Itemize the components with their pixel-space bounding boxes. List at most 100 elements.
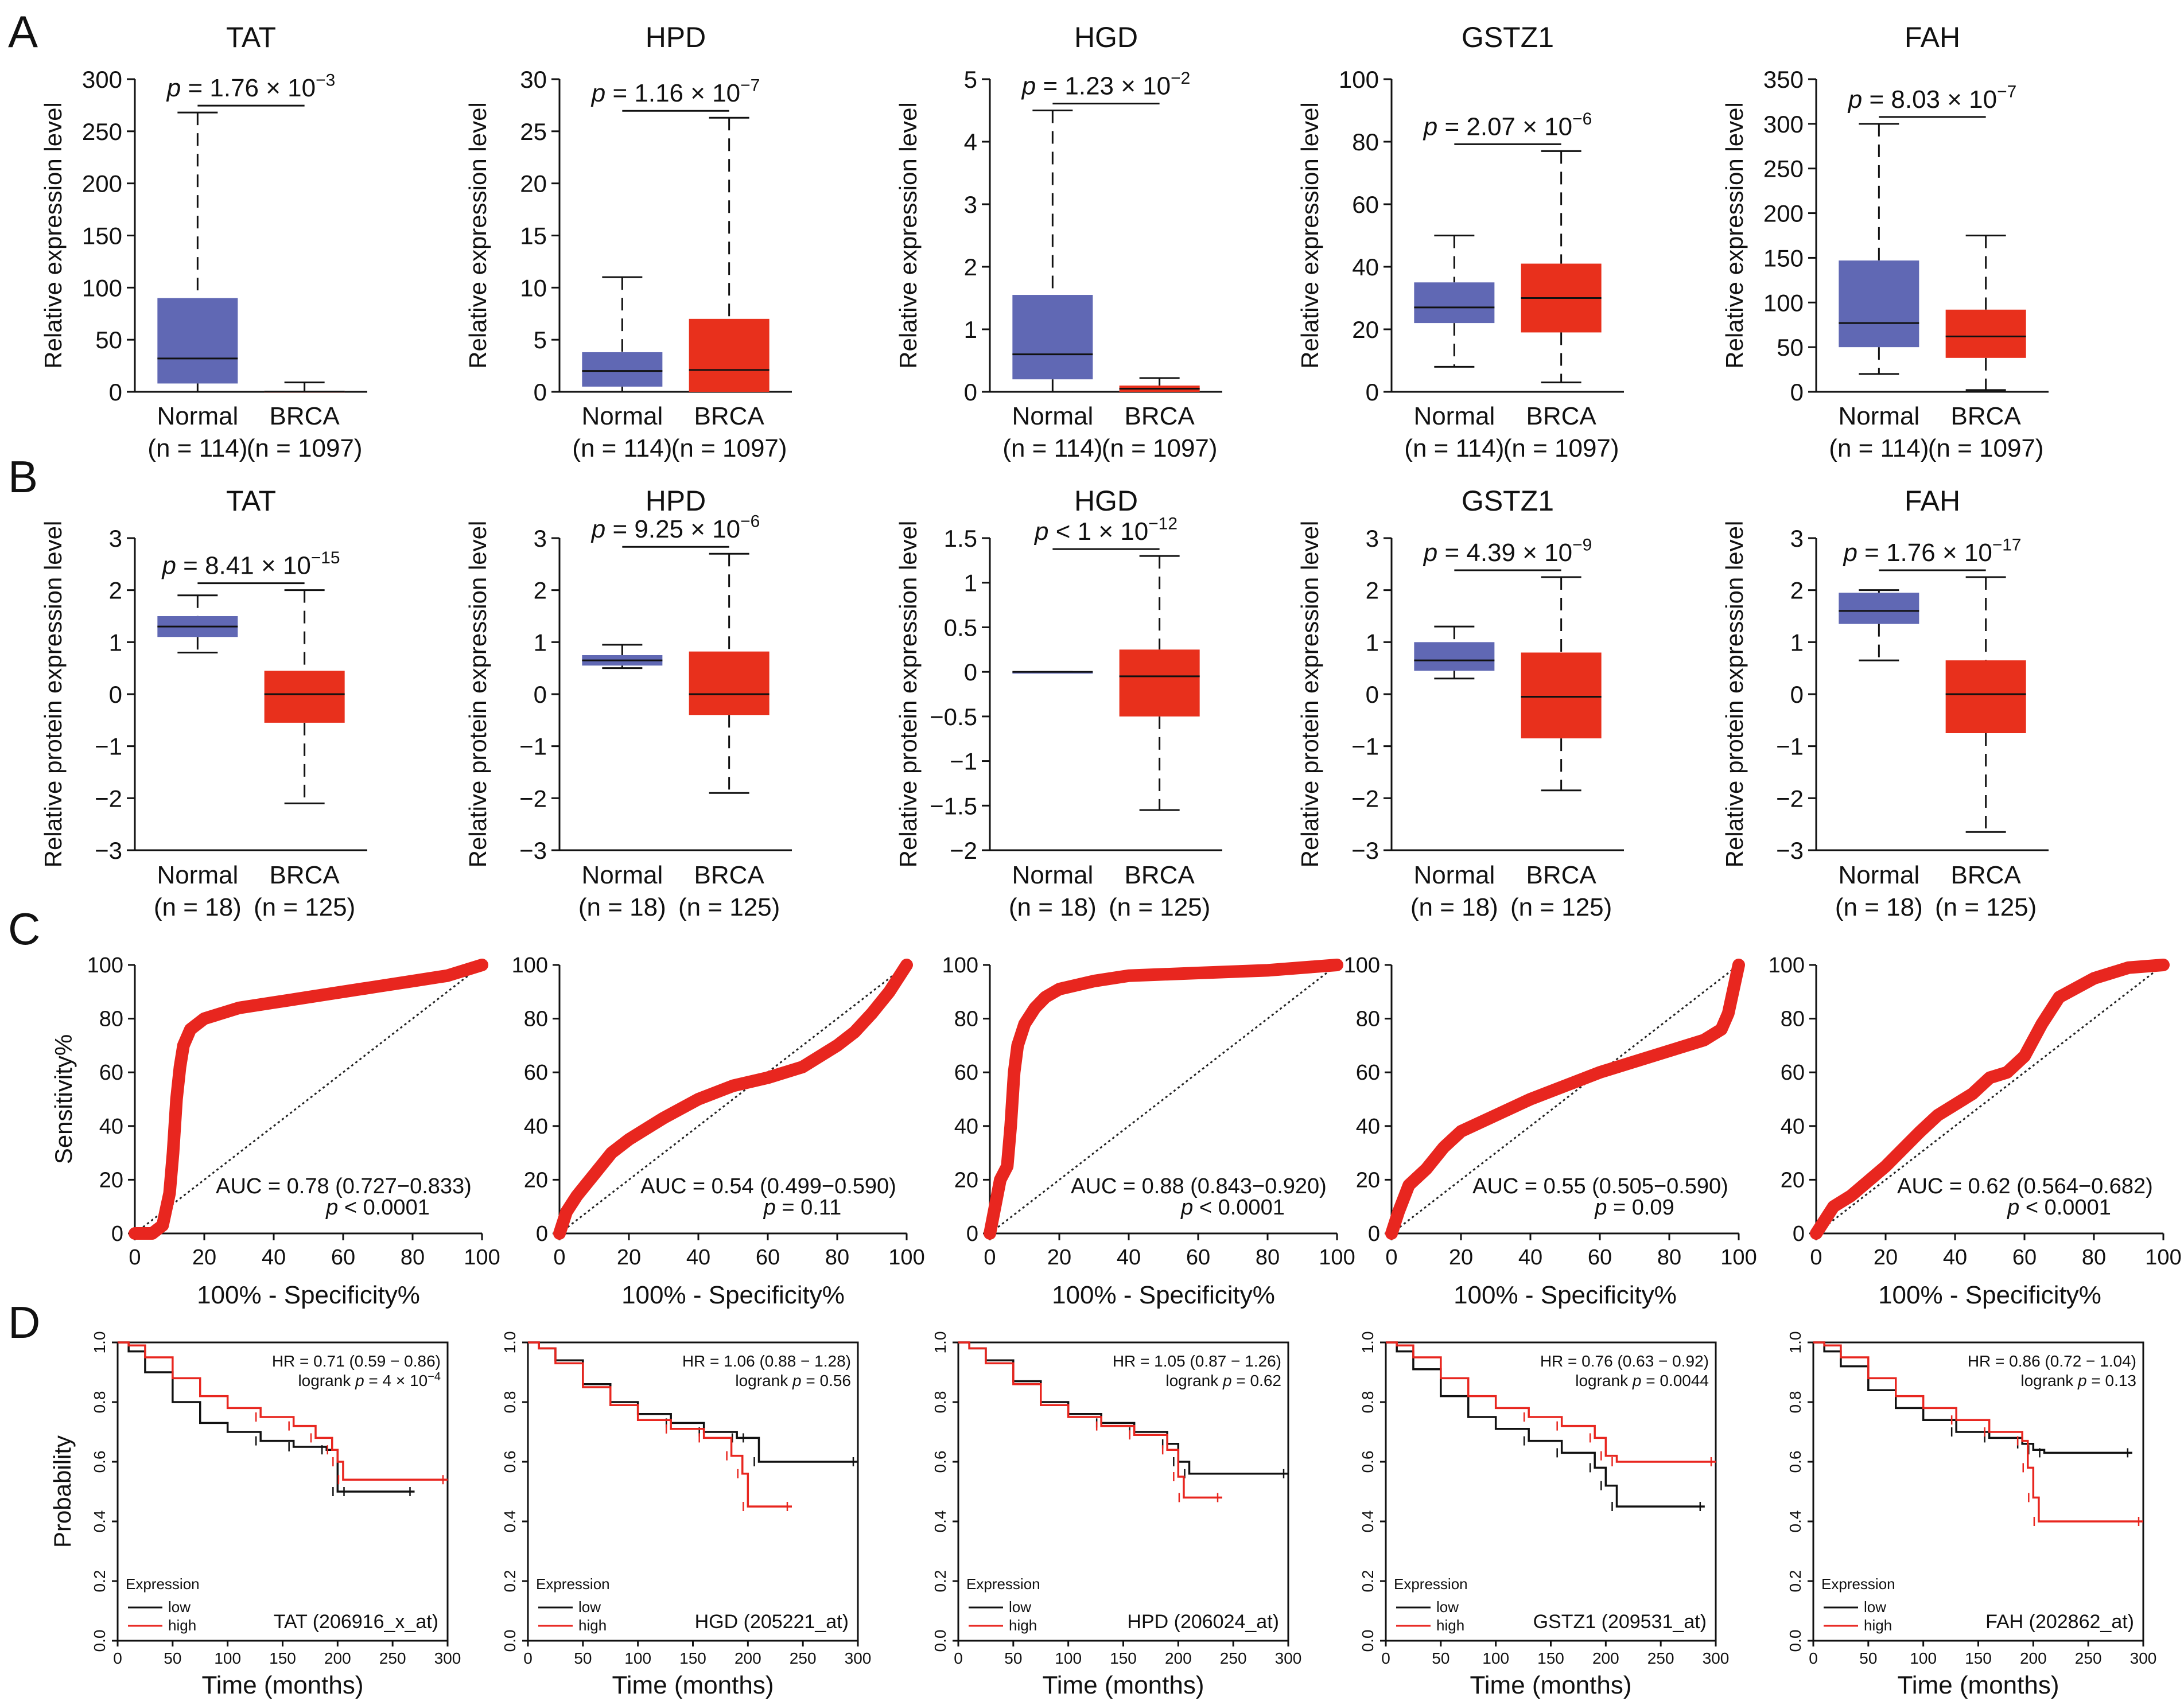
chart-title: GSTZ1 [1462, 21, 1554, 53]
y-tick-label: 0.6 [931, 1451, 949, 1473]
x-axis-label: 100% - Specificity% [1454, 1281, 1677, 1309]
y-tick-label: 0.8 [1786, 1391, 1804, 1414]
group-label: BRCA [694, 861, 765, 889]
group-label: Normal [1838, 861, 1919, 889]
y-tick-label: 60 [99, 1061, 123, 1085]
x-tick-label: 50 [1004, 1649, 1022, 1667]
y-tick-label: −3 [519, 837, 547, 864]
y-tick-label: 2 [1366, 577, 1379, 604]
box-brca [1119, 649, 1200, 717]
roc-p-value: p < 0.0001 [2007, 1196, 2111, 1220]
legend-label-low: low [168, 1598, 191, 1616]
box-normal [1839, 593, 1919, 624]
y-tick-label: −0.5 [930, 703, 977, 730]
y-axis-label: Relative expression level [895, 102, 922, 369]
group-label: Normal [1012, 402, 1093, 430]
group-n: (n = 18) [1410, 893, 1498, 921]
y-tick-label: 100 [1344, 953, 1380, 978]
y-tick-label: −3 [1351, 837, 1379, 864]
y-tick-label: 20 [520, 170, 547, 197]
y-tick-label: 100 [942, 953, 978, 978]
y-tick-label: 0 [1790, 379, 1804, 406]
y-tick-label: 0 [1368, 1222, 1380, 1246]
roc-chart-2: 0 20 40 60 80 100 0 20 40 60 80 100 AUC = 0.54 (0.49… [512, 953, 925, 1309]
reference-diagonal [559, 964, 907, 1235]
logrank-p: logrank p = 0.0044 [1575, 1372, 1709, 1389]
chart-title: TAT [226, 485, 276, 517]
y-tick-label: 2 [964, 254, 977, 281]
x-tick-label: 50 [1859, 1649, 1877, 1667]
x-tick-label: 0 [1381, 1649, 1390, 1667]
legend-title: Expression [1821, 1575, 1895, 1593]
y-axis-label: Relative protein expression level [1296, 521, 1323, 868]
group-label: Normal [1413, 861, 1495, 889]
hazard-ratio: HR = 0.86 (0.72 − 1.04) [1968, 1352, 2136, 1370]
p-value: p = 8.03 × 10−7 [1847, 82, 2016, 113]
auc-label: AUC = 0.55 (0.505−0.590) [1472, 1174, 1728, 1198]
y-axis-label: Relative protein expression level [40, 521, 67, 868]
x-tick-label: 200 [1165, 1649, 1192, 1667]
group-n: (n = 18) [1009, 893, 1097, 921]
group-n: (n = 18) [578, 893, 666, 921]
panel-letter-d: D [8, 1297, 40, 1348]
y-tick-label: 1 [964, 570, 977, 597]
roc-chart-4: 0 20 40 60 80 100 0 20 40 60 80 100 AUC = 0.55 (0.50… [1344, 953, 1757, 1309]
y-tick-label: 50 [1777, 334, 1804, 361]
group-label: BRCA [1526, 402, 1597, 430]
group-label: Normal [157, 402, 238, 430]
group-label: Normal [581, 402, 663, 430]
probe-label: TAT (206916_x_at) [274, 1611, 438, 1633]
x-axis-label: Time (months) [612, 1671, 774, 1699]
y-tick-label: −1 [519, 733, 547, 760]
x-tick-label: 20 [1047, 1245, 1071, 1270]
box-chart-a-tat: 0 50 100 150 200 250 300 Relative expression le… [40, 21, 367, 462]
chart-title: HPD [646, 21, 706, 53]
y-tick-label: 2 [534, 577, 547, 604]
x-axis-label: 100% - Specificity% [1878, 1281, 2101, 1309]
roc-curve [1385, 959, 1745, 1240]
y-tick-label: 0.4 [501, 1511, 519, 1533]
x-tick-label: 150 [1965, 1649, 1992, 1667]
x-tick-label: 0 [1385, 1245, 1397, 1270]
x-tick-label: 20 [1449, 1245, 1473, 1270]
x-tick-label: 250 [379, 1649, 406, 1667]
roc-chart-3: 0 20 40 60 80 100 0 20 40 60 80 100 AUC = 0.88 (0.84… [942, 953, 1355, 1309]
x-tick-label: 0 [984, 1245, 996, 1270]
x-axis-label: Time (months) [202, 1671, 364, 1699]
km-curve-high [1386, 1341, 1716, 1463]
group-n: (n = 114) [1404, 434, 1504, 462]
chart-title: HGD [1074, 485, 1138, 517]
hazard-ratio: HR = 1.06 (0.88 − 1.28) [682, 1352, 851, 1370]
probe-label: HGD (205221_at) [695, 1611, 849, 1633]
group-n: (n = 1097) [1503, 434, 1619, 462]
y-axis-label: Probability [49, 1435, 76, 1548]
y-tick-label: 15 [520, 223, 547, 250]
box-brca [1945, 660, 2026, 733]
y-tick-label: 350 [1763, 66, 1804, 93]
y-tick-label: 20 [99, 1168, 123, 1192]
x-tick-label: 300 [1703, 1649, 1730, 1667]
y-tick-label: 0.4 [91, 1511, 108, 1533]
box-chart-a-fah: 0 50 100 150 200 250 300 350 Relative expression… [1721, 21, 2049, 462]
x-tick-label: 200 [1592, 1649, 1619, 1667]
chart-title: GSTZ1 [1462, 485, 1554, 517]
y-tick-label: 40 [99, 1115, 123, 1139]
y-tick-label: 150 [1763, 244, 1804, 271]
box-chart-b-fah: −3 −2 −1 0 1 2 3 Relative protein expression le… [1721, 485, 2049, 921]
y-tick-label: 1 [109, 629, 122, 656]
x-tick-label: 50 [164, 1649, 181, 1667]
chart-title: TAT [226, 21, 276, 53]
x-tick-label: 250 [790, 1649, 817, 1667]
y-axis-label: Relative protein expression level [895, 521, 922, 868]
p-value: p = 4.39 × 10−9 [1423, 536, 1592, 567]
y-tick-label: 1.0 [501, 1332, 519, 1354]
y-tick-label: 80 [524, 1007, 548, 1031]
hazard-ratio: HR = 0.71 (0.59 − 0.86) [272, 1352, 441, 1370]
panel-letter-b: B [8, 451, 38, 502]
roc-chart-5: 0 20 40 60 80 100 0 20 40 60 80 100 AUC = 0.62 (0.56… [1769, 953, 2182, 1309]
x-tick-label: 250 [2075, 1649, 2102, 1667]
group-n: (n = 125) [678, 893, 780, 921]
group-label: BRCA [270, 861, 340, 889]
box-brca [1945, 309, 2026, 358]
